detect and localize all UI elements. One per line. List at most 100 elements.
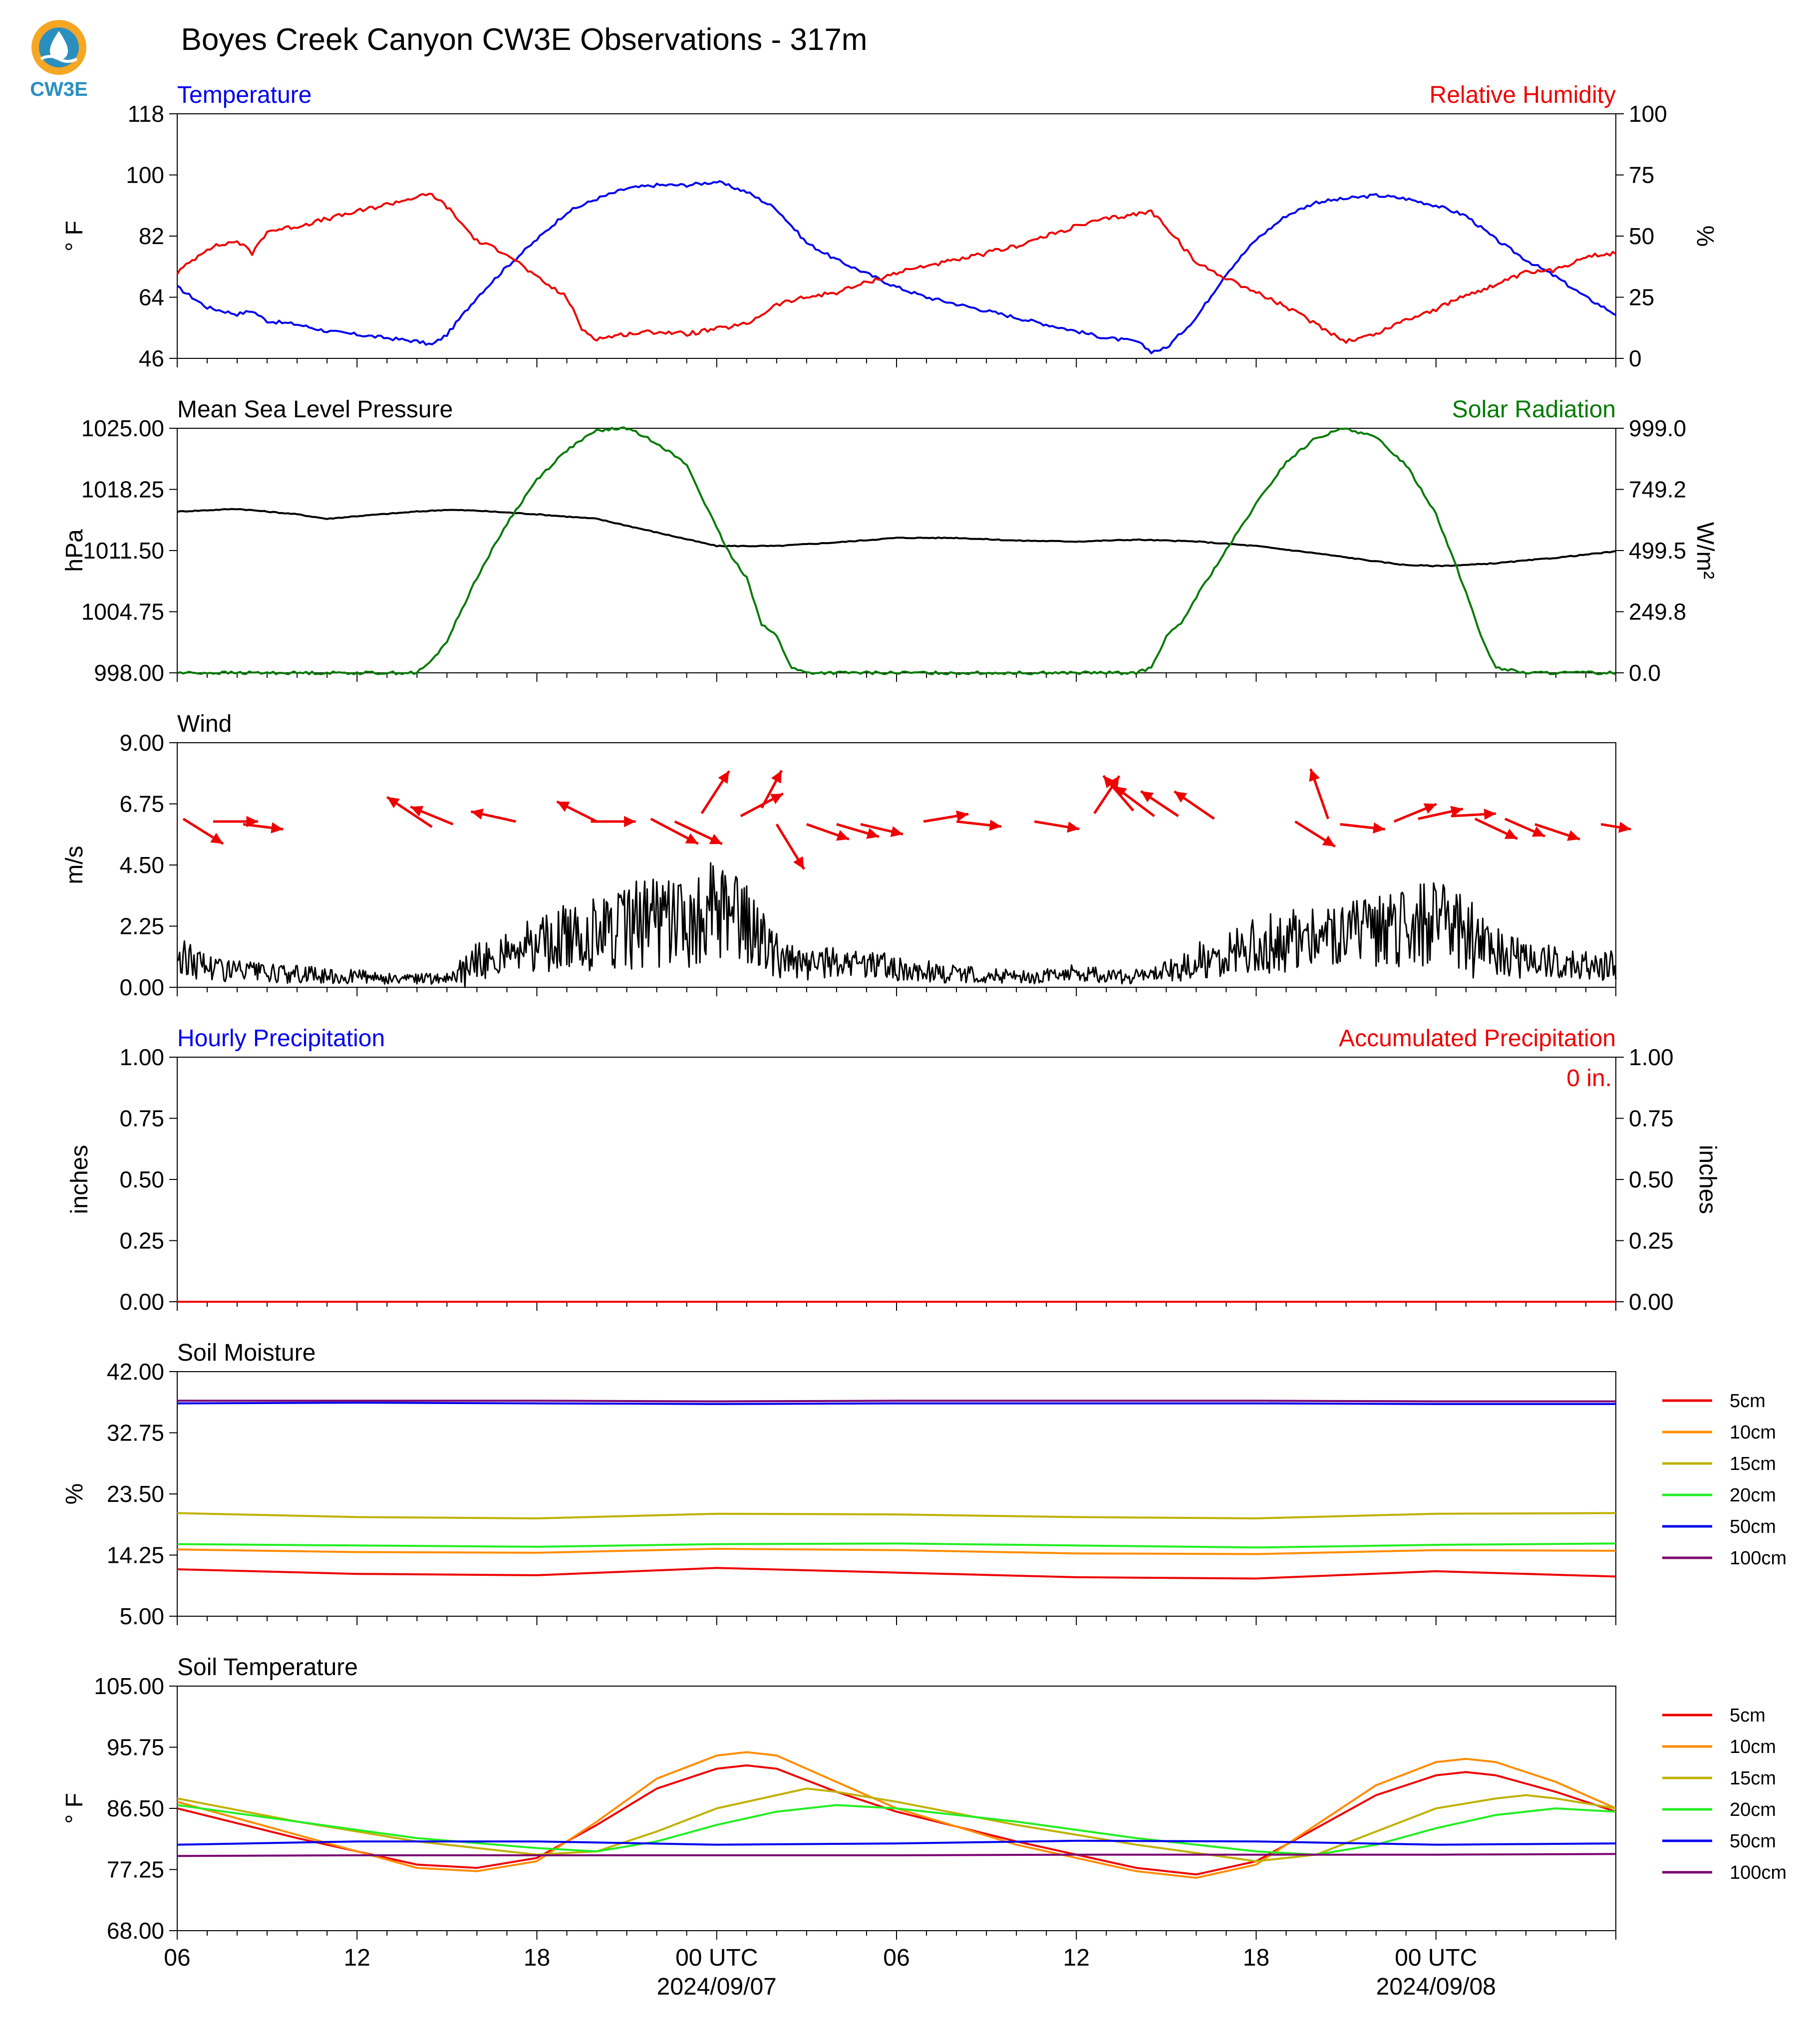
y-tick-label: 82 (139, 223, 164, 249)
y-tick-label-right: 0.75 (1629, 1106, 1674, 1132)
panels: Temperature Relative Humidity 46 64 82 100 118… (61, 82, 1787, 2000)
y-axis-label: hPa (61, 529, 88, 572)
panel-precip: Hourly Precipitation Accumulated Precipit… (66, 1025, 1721, 1315)
y-tick-label: 1018.25 (81, 477, 164, 503)
panel-pressure_solar: Mean Sea Level Pressure Solar Radiation 99… (61, 396, 1718, 686)
series-line-temperature (176, 180, 1616, 354)
y-tick-label: 9.00 (119, 730, 164, 756)
y-tick-label-right: 0.25 (1629, 1228, 1674, 1254)
y-tick-label: 86.50 (107, 1795, 164, 1821)
legend-label: 50cm (1730, 1516, 1776, 1537)
logo-text: CW3E (30, 78, 88, 100)
wind-arrow-head (271, 822, 284, 834)
legend-label: 5cm (1730, 1705, 1766, 1726)
y-tick-label: 77.25 (107, 1857, 164, 1883)
y-tick-label-right: 249.8 (1629, 599, 1686, 625)
panel-title-left: Hourly Precipitation (177, 1025, 385, 1052)
wind-arrow-head (1618, 822, 1631, 833)
panel-title-left: Wind (177, 711, 232, 737)
panel-temperature_rh: Temperature Relative Humidity 46 64 82 100 118… (61, 82, 1718, 371)
y-tick-label-right: 100 (1629, 101, 1667, 127)
legend-label: 100cm (1730, 1862, 1787, 1883)
panel-title-left: Soil Moisture (177, 1340, 315, 1366)
y-tick-label: 6.75 (119, 791, 164, 817)
series-line-20cm (177, 1542, 1616, 1549)
x-tick-date-label: 2024/09/08 (1376, 1974, 1496, 2000)
wind-arrow-head (1114, 786, 1127, 798)
y-tick-label: 1.00 (119, 1044, 164, 1070)
y-tick-label-right: 50 (1629, 223, 1654, 249)
series-line-wind (176, 862, 1617, 988)
wind-arrow-head (718, 771, 729, 784)
series-line-15cm (177, 1512, 1616, 1519)
series-line-50cm (177, 1839, 1616, 1846)
y-axis-label-right: W/m² (1692, 522, 1718, 579)
wind-arrow-head (1450, 806, 1463, 817)
y-tick-label: 64 (139, 285, 164, 310)
y-tick-label: 32.75 (107, 1420, 164, 1446)
y-tick-label: 0.25 (119, 1228, 164, 1254)
legend-label: 20cm (1730, 1799, 1776, 1820)
y-tick-label: 42.00 (107, 1359, 164, 1385)
panel-title-right: Relative Humidity (1430, 82, 1616, 108)
x-tick-label: 06 (164, 1945, 190, 1971)
wind-arrow-head (1174, 791, 1188, 803)
wind-arrow-head (1484, 809, 1496, 820)
wind-arrow-head (1141, 791, 1154, 803)
precip-total-label: 0 in. (1566, 1065, 1612, 1092)
wind-arrow-head (1373, 822, 1385, 834)
wind-arrow-head (1322, 835, 1335, 847)
legend-label: 20cm (1730, 1485, 1776, 1506)
y-axis-label: ° F (61, 1793, 88, 1824)
y-tick-label: 1004.75 (81, 599, 164, 625)
legend-label: 10cm (1730, 1422, 1776, 1443)
y-tick-label: 118 (128, 101, 164, 127)
wind-arrow-head (557, 801, 570, 812)
y-tick-label-right: 0.0 (1629, 660, 1661, 686)
panel-title-left: Temperature (177, 82, 311, 108)
series-line-10cm (177, 1547, 1616, 1555)
series-line-relative-humidity (176, 193, 1617, 344)
x-tick-label: 12 (344, 1945, 370, 1971)
y-tick-label-right: 0.50 (1629, 1166, 1674, 1192)
logo-wave-icon (40, 55, 78, 63)
y-tick-label: 4.50 (119, 852, 164, 878)
wind-arrow-head (685, 833, 698, 844)
wind-arrow-head (770, 794, 783, 804)
panel-soil_temperature: Soil Temperature 68.00 77.25 86.50 95.75 105.… (61, 1654, 1787, 2000)
wind-arrow-head (793, 856, 804, 869)
wind-arrow-head (836, 830, 849, 841)
y-tick-label: 23.50 (107, 1481, 164, 1507)
y-tick-label: 1011.50 (83, 538, 164, 564)
series-line-5cm (177, 1567, 1616, 1580)
series-line-50cm (177, 1402, 1616, 1405)
wind-arrow-head (989, 820, 1002, 831)
wind-arrow-head (1504, 829, 1517, 839)
wind-arrow-head (1103, 776, 1116, 789)
y-tick-label-right: 0.00 (1629, 1289, 1674, 1315)
x-tick-label: 00 UTC (675, 1945, 758, 1971)
x-tick-label: 06 (883, 1945, 910, 1971)
y-tick-label-right: 25 (1629, 285, 1654, 310)
y-axis-label: m/s (61, 846, 88, 884)
x-tick-label: 18 (1243, 1945, 1269, 1971)
wind-arrow-head (1309, 769, 1320, 782)
y-tick-label-right: 749.2 (1629, 477, 1686, 503)
wind-arrow-head (709, 834, 722, 845)
y-tick-label-right: 499.5 (1629, 538, 1686, 564)
panel-wind: Wind 0.00 2.25 4.50 6.75 9.00 m/s (61, 711, 1631, 1000)
wind-arrow-head (956, 810, 969, 822)
y-tick-label: 998.00 (94, 660, 164, 686)
series-line-15cm (177, 1787, 1616, 1862)
legend-label: 100cm (1730, 1548, 1787, 1569)
legend-label: 5cm (1730, 1391, 1766, 1412)
y-tick-label-right: 0 (1629, 345, 1642, 371)
legend-label: 15cm (1730, 1768, 1776, 1789)
series-line-100cm (177, 1853, 1616, 1857)
y-axis-label-right: % (1692, 226, 1718, 247)
x-tick-date-label: 2024/09/07 (657, 1974, 777, 2000)
y-tick-label: 46 (139, 345, 164, 371)
y-axis-label: % (61, 1483, 88, 1505)
legend-label: 15cm (1730, 1453, 1776, 1474)
